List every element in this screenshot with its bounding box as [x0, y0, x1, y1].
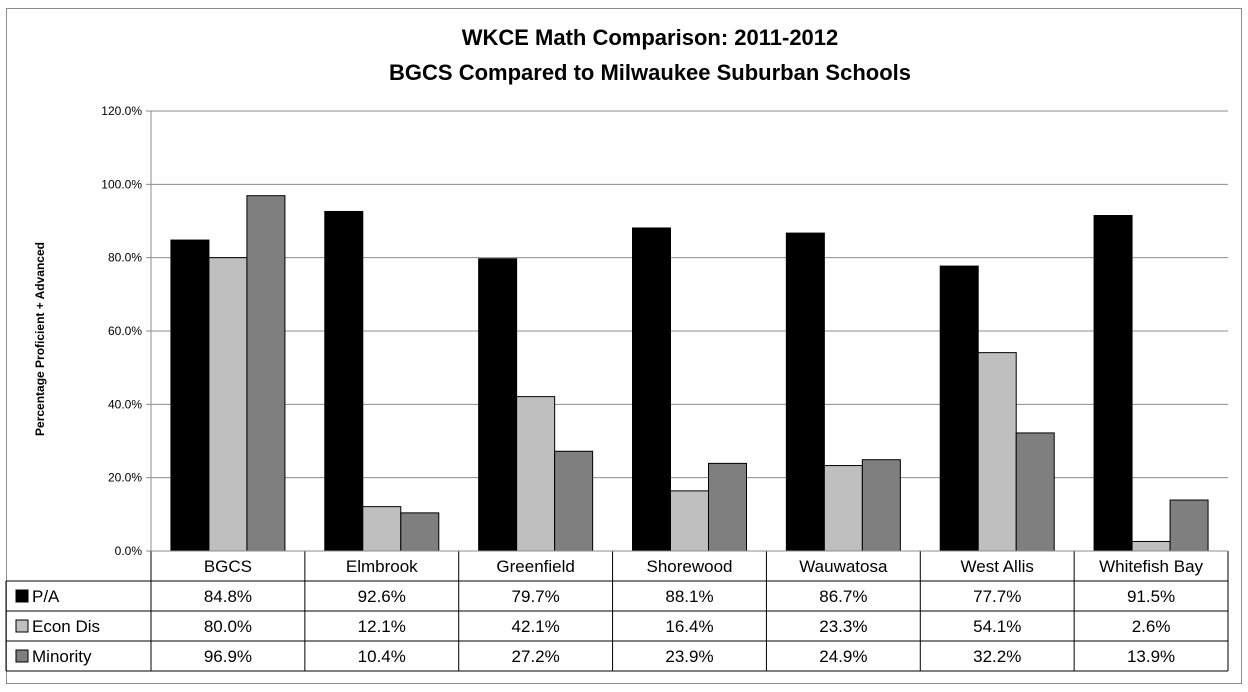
- bar-econ-dis-bgcs: [208, 257, 248, 552]
- category-label: Greenfield: [496, 557, 574, 576]
- bar-minority-elmbrook: [400, 512, 440, 552]
- table-cell-value: 2.6%: [1132, 617, 1171, 636]
- y-axis-label: Percentage Proficient + Advanced: [33, 242, 47, 436]
- table-cell-value: 16.4%: [665, 617, 713, 636]
- axes: [150, 111, 1228, 552]
- bar-p-a-elmbrook: [324, 210, 364, 552]
- bar-p-a-wauwatosa: [785, 232, 825, 552]
- y-tick-label: 100.0%: [101, 177, 142, 191]
- category-label: Elmbrook: [346, 557, 418, 576]
- bar-p-a-shorewood: [632, 227, 671, 552]
- y-tick-label: 60.0%: [108, 324, 142, 338]
- y-tick-label: 20.0%: [108, 471, 142, 485]
- chart-title: WKCE Math Comparison: 2011-2012: [462, 25, 839, 50]
- bar-minority-bgcs: [246, 195, 286, 552]
- y-tick-label: 80.0%: [108, 251, 142, 265]
- bar-p-a-bgcs: [170, 239, 210, 552]
- bar-minority-west-allis: [1015, 432, 1055, 552]
- legend-swatch: [15, 619, 29, 633]
- category-label: Whitefish Bay: [1099, 557, 1203, 576]
- category-label: Shorewood: [646, 557, 732, 576]
- bar-econ-dis-wauwatosa: [823, 465, 863, 552]
- table-cell-value: 27.2%: [512, 647, 560, 666]
- table-cell-value: 32.2%: [973, 647, 1021, 666]
- table-cell-value: 23.9%: [665, 647, 713, 666]
- bar-minority-wauwatosa: [861, 459, 901, 552]
- table-cell-value: 79.7%: [512, 587, 560, 606]
- table-cell-value: 10.4%: [358, 647, 406, 666]
- category-label: West Allis: [961, 557, 1034, 576]
- bar-p-a-whitefish-bay: [1093, 215, 1133, 552]
- table-cell-value: 24.9%: [819, 647, 867, 666]
- table-cell-value: 84.8%: [204, 587, 252, 606]
- bar-econ-dis-elmbrook: [362, 506, 402, 552]
- bar-minority-shorewood: [708, 462, 747, 552]
- y-tick-label: 120.0%: [101, 104, 142, 118]
- category-label: Wauwatosa: [799, 557, 888, 576]
- table-cell-value: 77.7%: [973, 587, 1021, 606]
- table-cell-value: 86.7%: [819, 587, 867, 606]
- table-cell-value: 91.5%: [1127, 587, 1175, 606]
- legend-series-name: Econ Dis: [32, 617, 100, 636]
- table-cell-value: 23.3%: [819, 617, 867, 636]
- table-cell-value: 96.9%: [204, 647, 252, 666]
- bar-p-a-west-allis: [939, 265, 979, 552]
- table-cell-value: 54.1%: [973, 617, 1021, 636]
- table-cell-value: 13.9%: [1127, 647, 1175, 666]
- bar-econ-dis-whitefish-bay: [1131, 540, 1171, 552]
- y-tick-label: 0.0%: [115, 544, 143, 558]
- chart-subtitle: BGCS Compared to Milwaukee Suburban Scho…: [389, 60, 911, 85]
- data-table: BGCS Elmbrook Greenfield Shorewood Wauwatosa…: [5, 551, 1229, 672]
- bar-econ-dis-greenfield: [516, 396, 556, 552]
- bar-minority-whitefish-bay: [1169, 499, 1209, 552]
- bar-minority-greenfield: [554, 450, 594, 552]
- bars: [170, 195, 1209, 552]
- table-cell-value: 42.1%: [512, 617, 560, 636]
- y-tick-label: 40.0%: [108, 397, 142, 411]
- legend-swatch: [15, 589, 29, 603]
- legend-series-name: P/A: [32, 587, 60, 606]
- bar-p-a-greenfield: [478, 258, 518, 552]
- table-cell-value: 12.1%: [358, 617, 406, 636]
- bar-econ-dis-west-allis: [977, 352, 1017, 552]
- legend-swatch: [15, 649, 29, 663]
- legend-series-name: Minority: [32, 647, 92, 666]
- table-cell-value: 88.1%: [665, 587, 713, 606]
- category-label: BGCS: [204, 557, 252, 576]
- gridlines: [151, 110, 1228, 479]
- y-axis-ticks: 0.0% 20.0% 40.0% 60.0% 80.0% 100.0% 120.0%: [101, 104, 151, 558]
- table-cell-value: 80.0%: [204, 617, 252, 636]
- bar-econ-dis-shorewood: [670, 490, 709, 552]
- table-cell-value: 92.6%: [358, 587, 406, 606]
